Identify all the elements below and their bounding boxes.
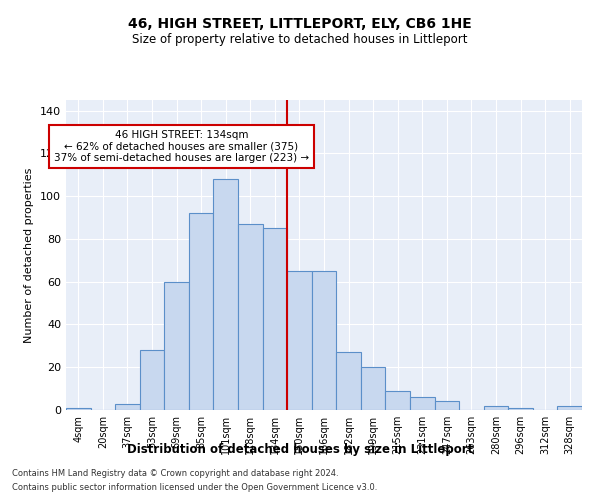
Bar <box>214 179 238 410</box>
Text: 46 HIGH STREET: 134sqm
← 62% of detached houses are smaller (375)
37% of semi-de: 46 HIGH STREET: 134sqm ← 62% of detached… <box>54 130 309 163</box>
Text: Distribution of detached houses by size in Littleport: Distribution of detached houses by size … <box>127 442 473 456</box>
Y-axis label: Number of detached properties: Number of detached properties <box>25 168 34 342</box>
Bar <box>410 397 434 410</box>
Bar <box>287 271 312 410</box>
Bar <box>385 391 410 410</box>
Bar <box>238 224 263 410</box>
Bar <box>557 406 582 410</box>
Bar <box>263 228 287 410</box>
Text: Contains HM Land Registry data © Crown copyright and database right 2024.: Contains HM Land Registry data © Crown c… <box>12 468 338 477</box>
Bar <box>434 402 459 410</box>
Bar <box>312 271 336 410</box>
Bar <box>164 282 189 410</box>
Bar <box>508 408 533 410</box>
Bar <box>484 406 508 410</box>
Bar <box>66 408 91 410</box>
Bar <box>115 404 140 410</box>
Bar <box>361 367 385 410</box>
Text: 46, HIGH STREET, LITTLEPORT, ELY, CB6 1HE: 46, HIGH STREET, LITTLEPORT, ELY, CB6 1H… <box>128 18 472 32</box>
Text: Contains public sector information licensed under the Open Government Licence v3: Contains public sector information licen… <box>12 484 377 492</box>
Bar <box>189 214 214 410</box>
Bar <box>336 352 361 410</box>
Text: Size of property relative to detached houses in Littleport: Size of property relative to detached ho… <box>132 32 468 46</box>
Bar <box>140 350 164 410</box>
